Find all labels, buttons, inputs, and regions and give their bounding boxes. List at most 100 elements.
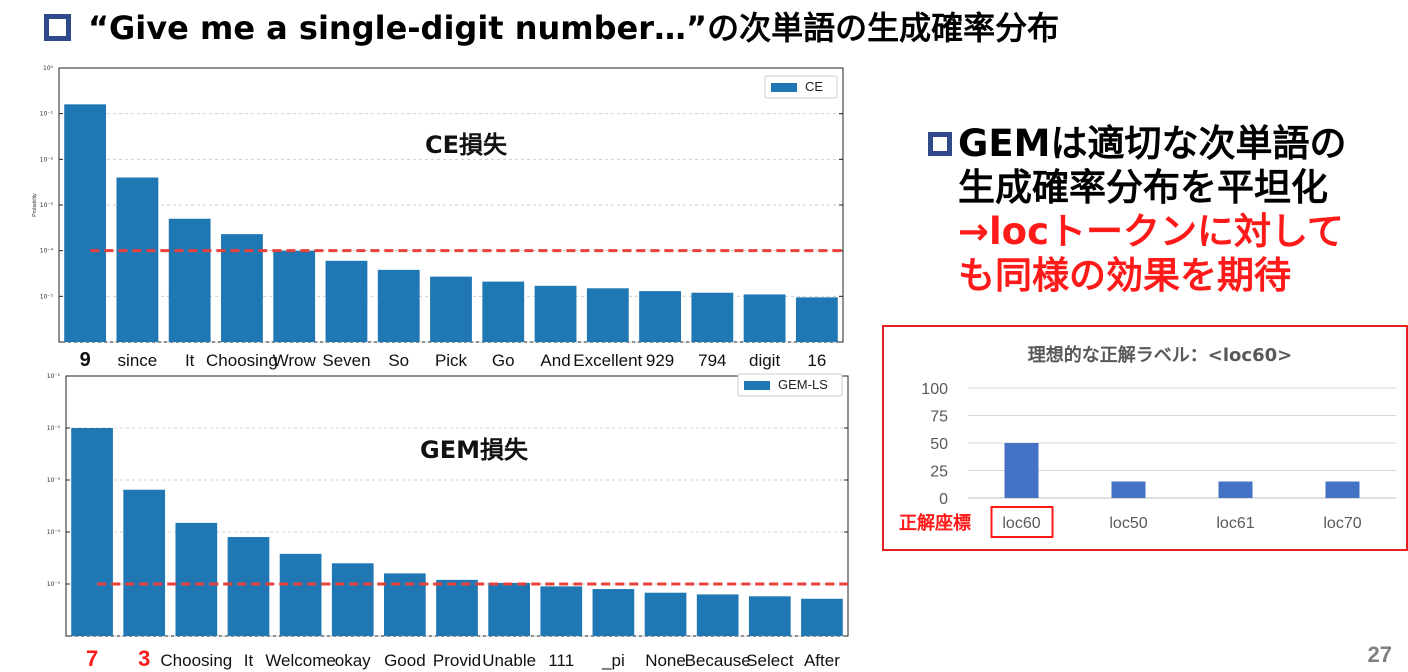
bar-Pick bbox=[430, 276, 472, 342]
ce-chart: 10⁰ 10⁻¹ 10⁻² 10⁻³ 10⁻⁴ 10⁻⁵ Probability CE CE損失… bbox=[32, 65, 844, 371]
bar-Seven bbox=[325, 260, 368, 342]
y-tick-label: 10⁻⁴ bbox=[47, 529, 61, 536]
x-tick-label: Excellent bbox=[573, 351, 642, 370]
bar-Good bbox=[384, 573, 426, 636]
bullet-line-3: →locトークンに対して bbox=[958, 210, 1344, 253]
bar-111 bbox=[540, 586, 583, 636]
x-tick-label: since bbox=[118, 351, 158, 370]
legend-box bbox=[764, 75, 838, 99]
x-tick-label: And bbox=[540, 351, 570, 370]
y-tick-label: 50 bbox=[930, 436, 948, 453]
bar-After bbox=[801, 598, 843, 636]
legend-swatch bbox=[744, 381, 770, 390]
bar-None bbox=[644, 592, 687, 636]
ideal-chart-title: 理想的な正解ラベル：<loc60> bbox=[1028, 344, 1292, 366]
x-tick-label: Good bbox=[384, 651, 426, 670]
y-tick-label: 10⁻² bbox=[47, 425, 61, 432]
gem-chart: 10⁻¹ 10⁻² 10⁻³ 10⁻⁴ 10⁻⁵ GEM-LS GEM損失 7 3 Choosin… bbox=[47, 373, 849, 671]
y-tick-label: 0 bbox=[939, 491, 948, 508]
bar-929 bbox=[639, 291, 681, 342]
y-tick-label: 10⁻³ bbox=[47, 477, 61, 484]
bullet-text: GEMは適切な次単語の 生成確率分布を平坦化 →locトークンに対して も同様の… bbox=[958, 122, 1346, 298]
x-tick-label: loc70 bbox=[1323, 515, 1361, 532]
bar-9 bbox=[64, 104, 107, 342]
x-tick-label: digit bbox=[749, 351, 780, 370]
title-square-icon bbox=[44, 14, 71, 41]
slide-title: “Give me a single-digit number…”の次単語の生成確… bbox=[88, 9, 1060, 47]
x-tick-label: loc60 bbox=[1002, 515, 1040, 532]
x-tick-label: Wrow bbox=[273, 351, 317, 370]
x-tick-label: okay bbox=[335, 651, 371, 670]
x-tick-label: It bbox=[244, 651, 254, 670]
bar-Excellent bbox=[586, 288, 629, 342]
x-tick-label: Pick bbox=[435, 351, 468, 370]
y-axis-label: Probability bbox=[32, 193, 38, 217]
bar-Provid bbox=[436, 579, 478, 636]
legend-label: GEM-LS bbox=[778, 377, 828, 392]
y-tick-label: 10⁻⁴ bbox=[40, 248, 54, 255]
x-tick-label: loc61 bbox=[1216, 515, 1254, 532]
x-tick-label: It bbox=[185, 351, 195, 370]
x-tick-label: So bbox=[388, 351, 409, 370]
loss-annotation: CE損失 bbox=[425, 131, 508, 159]
legend-label: CE bbox=[805, 79, 823, 94]
y-tick-label: 10⁻¹ bbox=[47, 373, 61, 380]
bar-And bbox=[534, 285, 577, 342]
y-tick-label: 10⁻⁵ bbox=[47, 581, 61, 588]
bar-Select bbox=[748, 596, 791, 636]
bar-loc60 bbox=[1004, 443, 1039, 498]
x-tick-label: Welcome bbox=[265, 651, 336, 670]
bar-loc70 bbox=[1325, 481, 1360, 498]
correct-label-highlight bbox=[990, 506, 1054, 538]
bar-Wrow bbox=[273, 250, 316, 342]
x-tick-label: Select bbox=[746, 651, 794, 670]
bar-digit bbox=[743, 294, 786, 342]
legend-box bbox=[737, 373, 843, 397]
correct-coordinate-label: 正解座標 bbox=[899, 512, 971, 534]
bar-3 bbox=[123, 489, 166, 636]
bar-Choosing bbox=[175, 522, 218, 636]
y-tick-label: 10⁰ bbox=[43, 65, 54, 72]
x-tick-label: Choosing bbox=[206, 351, 278, 370]
x-tick-label: None bbox=[645, 651, 686, 670]
x-tick-label: 3 bbox=[138, 646, 150, 671]
bar-16 bbox=[795, 297, 838, 342]
y-tick-label: 10⁻¹ bbox=[40, 111, 54, 118]
y-tick-label: 10⁻³ bbox=[40, 202, 54, 209]
x-tick-label: 794 bbox=[698, 351, 726, 370]
x-tick-label: Seven bbox=[322, 351, 370, 370]
ideal-label-chart: 理想的な正解ラベル：<loc60> 0 25 50 75 100 loc60 loc50 loc… bbox=[899, 344, 1396, 538]
x-tick-label: 9 bbox=[80, 349, 91, 371]
x-tick-label: _pi bbox=[601, 651, 625, 670]
y-tick-label: 10⁻² bbox=[40, 156, 54, 163]
bullet-line-2: 生成確率分布を平坦化 bbox=[958, 166, 1328, 209]
bar-7 bbox=[71, 428, 113, 636]
bar-794 bbox=[691, 292, 734, 342]
x-tick-label: Because bbox=[685, 651, 751, 670]
x-tick-label: loc50 bbox=[1109, 515, 1147, 532]
page-number: 27 bbox=[1367, 642, 1392, 667]
ideal-label-panel bbox=[882, 325, 1408, 551]
bar-Go bbox=[482, 281, 525, 342]
x-tick-label: Unable bbox=[482, 651, 536, 670]
x-tick-label: Provid bbox=[433, 651, 481, 670]
x-tick-label: 111 bbox=[548, 651, 574, 670]
x-tick-label: After bbox=[804, 651, 840, 670]
bar-It bbox=[227, 537, 270, 636]
bar-Because bbox=[696, 594, 739, 636]
bar-Choosing bbox=[221, 234, 263, 342]
x-tick-label: 7 bbox=[86, 646, 98, 671]
y-tick-label: 25 bbox=[930, 464, 948, 481]
y-tick-label: 10⁻⁵ bbox=[40, 293, 54, 300]
x-tick-label: Go bbox=[492, 351, 515, 370]
legend-swatch bbox=[771, 83, 797, 92]
bullet-line-4: も同様の効果を期待 bbox=[958, 254, 1291, 297]
bar-_pi bbox=[592, 589, 635, 636]
bar-It bbox=[168, 218, 211, 342]
bar-loc50 bbox=[1111, 481, 1146, 498]
bar-loc61 bbox=[1218, 481, 1253, 498]
loss-annotation: GEM損失 bbox=[420, 436, 529, 464]
y-tick-label: 75 bbox=[930, 409, 948, 426]
bar-since bbox=[116, 177, 159, 342]
x-tick-label: 929 bbox=[646, 351, 674, 370]
